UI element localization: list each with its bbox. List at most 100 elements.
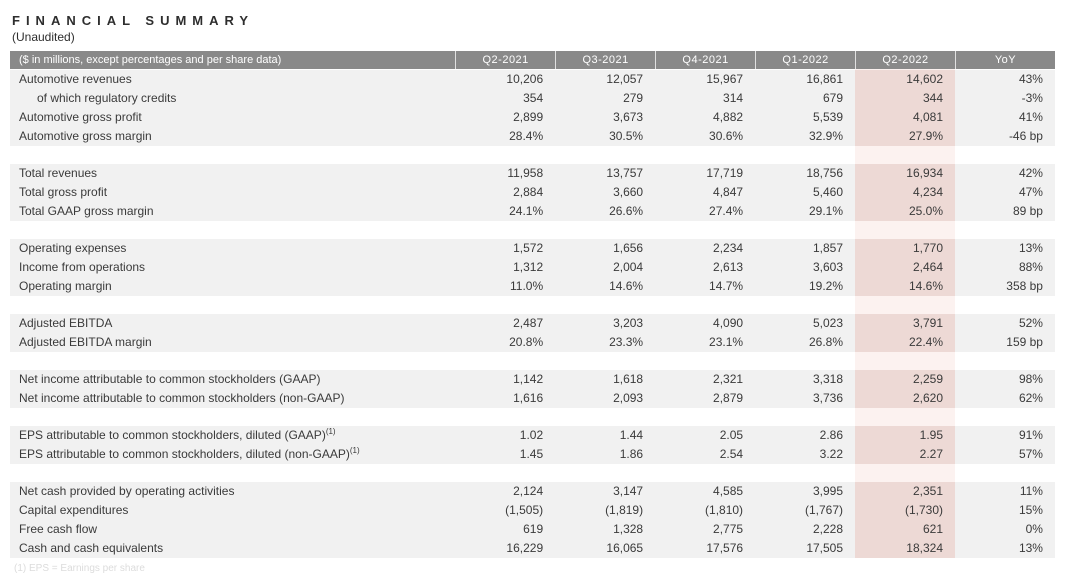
cell-value: 1,328 (613, 522, 644, 536)
cell-value: 3,736 (813, 391, 844, 405)
cell-value: 3,147 (613, 484, 644, 498)
table-row: Automotive gross margin 28.4% 30.5% 30.6% 32… (10, 127, 1055, 146)
row-label: Automotive gross profit (19, 110, 142, 124)
table-row: Automotive revenues 10,206 12,057 15,967 16,… (10, 70, 1055, 89)
table-section-6: EPS attributable to common stockholders,… (10, 426, 1055, 464)
cell-value: 23.3% (609, 335, 644, 349)
cell-value: 4,585 (713, 484, 744, 498)
row-label: Total revenues (19, 166, 98, 180)
column-header-q2-2022: Q2-2022 (855, 51, 955, 69)
table-row: Adjusted EBITDA 2,487 3,203 4,090 5,023 3,791… (10, 314, 1055, 333)
cell-value: 17,719 (706, 166, 744, 180)
cell-value: 16,065 (606, 541, 644, 555)
cell-value: 16,229 (506, 541, 544, 555)
row-label: Operating margin (19, 279, 112, 293)
cell-value: 2,884 (513, 185, 544, 199)
cell-value: 2,093 (613, 391, 644, 405)
table-row: Capital expenditures (1,505) (1,819) (1,810… (10, 501, 1055, 520)
cell-value: (1,819) (605, 503, 644, 517)
table-section-5: Net income attributable to common stockh… (10, 370, 1055, 408)
column-header-q3-2021: Q3-2021 (555, 51, 655, 69)
row-label: Capital expenditures (19, 503, 129, 517)
cell-value: 26.6% (609, 204, 644, 218)
cell-value: 4,234 (855, 183, 955, 202)
table-row: Free cash flow 619 1,328 2,775 2,228 621 0% (10, 520, 1055, 539)
cell-value: 2,234 (713, 241, 744, 255)
cell-value: 14.7% (709, 279, 744, 293)
cell-value: 14.6% (609, 279, 644, 293)
cell-value: 19.2% (809, 279, 844, 293)
cell-value: 28.4% (509, 129, 544, 143)
cell-value: 159 bp (1006, 335, 1043, 349)
cell-value: 41% (1018, 110, 1043, 124)
row-label: Total GAAP gross margin (19, 204, 154, 218)
cell-value: 29.1% (809, 204, 844, 218)
cell-value: 2,004 (613, 260, 644, 274)
cell-value: 4,882 (713, 110, 744, 124)
cell-value: 11,958 (507, 166, 544, 180)
cell-value: 27.4% (709, 204, 744, 218)
table-row: of which regulatory credits 354 279 314 679 3… (10, 89, 1055, 108)
cell-value: 91% (1018, 428, 1043, 442)
cell-value: 5,023 (813, 316, 844, 330)
column-header-yoy: YoY (955, 51, 1055, 69)
cell-value: 15,967 (706, 72, 744, 86)
row-label: Free cash flow (19, 522, 98, 536)
table-row: Net income attributable to common stockh… (10, 370, 1055, 389)
cell-value: 16,861 (806, 72, 844, 86)
cell-value: 1,857 (813, 241, 844, 255)
column-header-q2-2021: Q2-2021 (455, 51, 555, 69)
table-row: Total gross profit 2,884 3,660 4,847 5,460 4,… (10, 183, 1055, 202)
cell-value: 1.02 (519, 428, 544, 442)
cell-value: 3,603 (813, 260, 844, 274)
table-section-3: Operating expenses 1,572 1,656 2,234 1,857 1,… (10, 239, 1055, 296)
footnote: (1) EPS = Earnings per share (14, 563, 145, 574)
table-row: Income from operations 1,312 2,004 2,613 3,6… (10, 258, 1055, 277)
page-subtitle: (Unaudited) (12, 30, 75, 44)
cell-value: 3.22 (819, 447, 844, 461)
row-label: EPS attributable to common stockholders,… (19, 427, 336, 443)
cell-value: 5,539 (813, 110, 844, 124)
cell-value: 2,487 (513, 316, 544, 330)
cell-value: 20.8% (509, 335, 544, 349)
cell-value: 12,057 (606, 72, 644, 86)
cell-value: 11.0% (509, 279, 544, 293)
cell-value: -3% (1021, 91, 1043, 105)
cell-value: 10,206 (506, 72, 544, 86)
cell-value: 2,321 (713, 372, 744, 386)
cell-value: 1,616 (513, 391, 544, 405)
cell-value: 1.95 (855, 426, 955, 445)
cell-value: 88% (1018, 260, 1043, 274)
cell-value: 26.8% (809, 335, 844, 349)
row-label: Automotive revenues (19, 72, 132, 86)
cell-value: -46 bp (1008, 129, 1043, 143)
cell-value: (1,505) (505, 503, 544, 517)
cell-value: 24.1% (509, 204, 544, 218)
financial-summary-table: ($ in millions, except percentages and p… (10, 51, 1055, 558)
cell-value: 314 (723, 91, 744, 105)
cell-value: 18,324 (855, 539, 955, 558)
cell-value: 358 bp (1006, 279, 1043, 293)
cell-value: 57% (1018, 447, 1043, 461)
cell-value: 279 (623, 91, 644, 105)
cell-value: 3,318 (813, 372, 844, 386)
cell-value: 2.86 (819, 428, 844, 442)
cell-value: 30.5% (609, 129, 644, 143)
row-label: Cash and cash equivalents (19, 541, 164, 555)
cell-value: 1,656 (613, 241, 644, 255)
cell-value: 23.1% (709, 335, 744, 349)
table-row: Total GAAP gross margin 24.1% 26.6% 27.4% 29… (10, 202, 1055, 221)
cell-value: 2,899 (513, 110, 544, 124)
cell-value: 621 (855, 520, 955, 539)
row-label: Automotive gross margin (19, 129, 152, 143)
cell-value: 13,757 (606, 166, 644, 180)
row-label: Adjusted EBITDA (19, 316, 113, 330)
table-row: Net cash provided by operating activitie… (10, 482, 1055, 501)
cell-value: 2.54 (719, 447, 744, 461)
cell-value: 2,124 (513, 484, 544, 498)
cell-value: 89 bp (1012, 204, 1043, 218)
table-row: Adjusted EBITDA margin 20.8% 23.3% 23.1% 26.… (10, 333, 1055, 352)
cell-value: 5,460 (813, 185, 844, 199)
cell-value: 4,090 (713, 316, 744, 330)
cell-value: 2.27 (855, 445, 955, 464)
